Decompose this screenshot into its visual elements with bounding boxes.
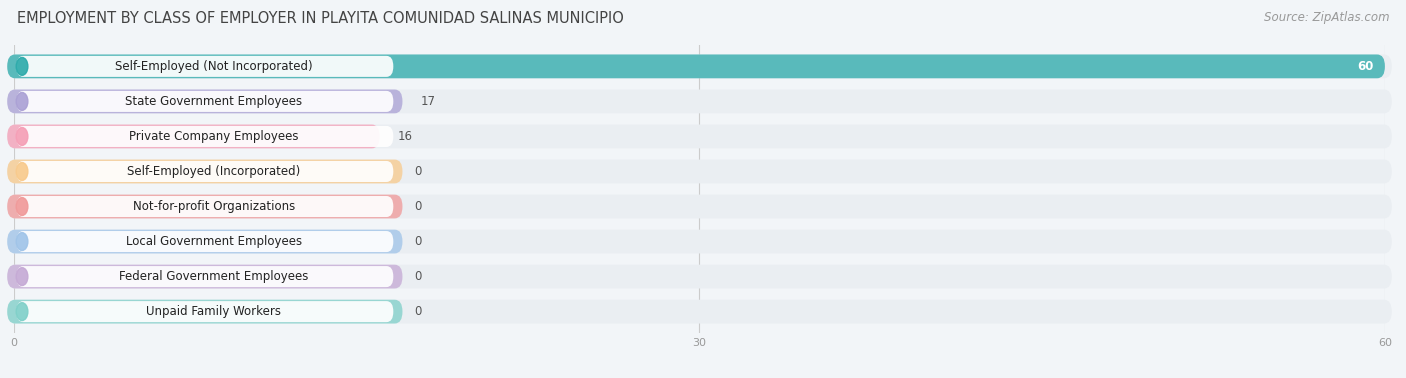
FancyBboxPatch shape xyxy=(17,301,394,322)
Circle shape xyxy=(17,268,28,285)
FancyBboxPatch shape xyxy=(17,126,394,147)
FancyBboxPatch shape xyxy=(7,265,1392,288)
Text: 0: 0 xyxy=(413,165,422,178)
Text: Self-Employed (Not Incorporated): Self-Employed (Not Incorporated) xyxy=(115,60,312,73)
FancyBboxPatch shape xyxy=(7,54,1392,78)
Text: Unpaid Family Workers: Unpaid Family Workers xyxy=(146,305,281,318)
Circle shape xyxy=(17,57,28,75)
FancyBboxPatch shape xyxy=(17,161,394,182)
Text: 0: 0 xyxy=(413,305,422,318)
Text: Private Company Employees: Private Company Employees xyxy=(129,130,298,143)
Text: Source: ZipAtlas.com: Source: ZipAtlas.com xyxy=(1264,11,1389,24)
FancyBboxPatch shape xyxy=(7,195,1392,218)
FancyBboxPatch shape xyxy=(7,54,1385,78)
Text: Not-for-profit Organizations: Not-for-profit Organizations xyxy=(132,200,295,213)
Text: 16: 16 xyxy=(398,130,413,143)
Circle shape xyxy=(17,232,28,251)
Text: 0: 0 xyxy=(413,235,422,248)
Text: 17: 17 xyxy=(420,95,436,108)
FancyBboxPatch shape xyxy=(7,160,402,183)
FancyBboxPatch shape xyxy=(7,300,402,324)
FancyBboxPatch shape xyxy=(7,230,402,254)
Text: Self-Employed (Incorporated): Self-Employed (Incorporated) xyxy=(128,165,301,178)
Text: 0: 0 xyxy=(413,270,422,283)
FancyBboxPatch shape xyxy=(7,124,1392,148)
Text: 0: 0 xyxy=(413,200,422,213)
Text: 60: 60 xyxy=(1357,60,1374,73)
FancyBboxPatch shape xyxy=(17,91,394,112)
FancyBboxPatch shape xyxy=(17,266,394,287)
FancyBboxPatch shape xyxy=(17,231,394,252)
FancyBboxPatch shape xyxy=(7,160,1392,183)
FancyBboxPatch shape xyxy=(7,90,402,113)
FancyBboxPatch shape xyxy=(7,265,402,288)
FancyBboxPatch shape xyxy=(7,195,402,218)
Text: EMPLOYMENT BY CLASS OF EMPLOYER IN PLAYITA COMUNIDAD SALINAS MUNICIPIO: EMPLOYMENT BY CLASS OF EMPLOYER IN PLAYI… xyxy=(17,11,624,26)
Circle shape xyxy=(17,198,28,215)
FancyBboxPatch shape xyxy=(17,196,394,217)
Circle shape xyxy=(17,163,28,180)
FancyBboxPatch shape xyxy=(7,124,380,148)
FancyBboxPatch shape xyxy=(7,230,1392,254)
Circle shape xyxy=(17,127,28,146)
Text: Local Government Employees: Local Government Employees xyxy=(127,235,302,248)
FancyBboxPatch shape xyxy=(7,300,1392,324)
Circle shape xyxy=(17,93,28,110)
Circle shape xyxy=(17,303,28,321)
Text: State Government Employees: State Government Employees xyxy=(125,95,302,108)
FancyBboxPatch shape xyxy=(7,90,1392,113)
FancyBboxPatch shape xyxy=(17,56,394,77)
Text: Federal Government Employees: Federal Government Employees xyxy=(120,270,309,283)
